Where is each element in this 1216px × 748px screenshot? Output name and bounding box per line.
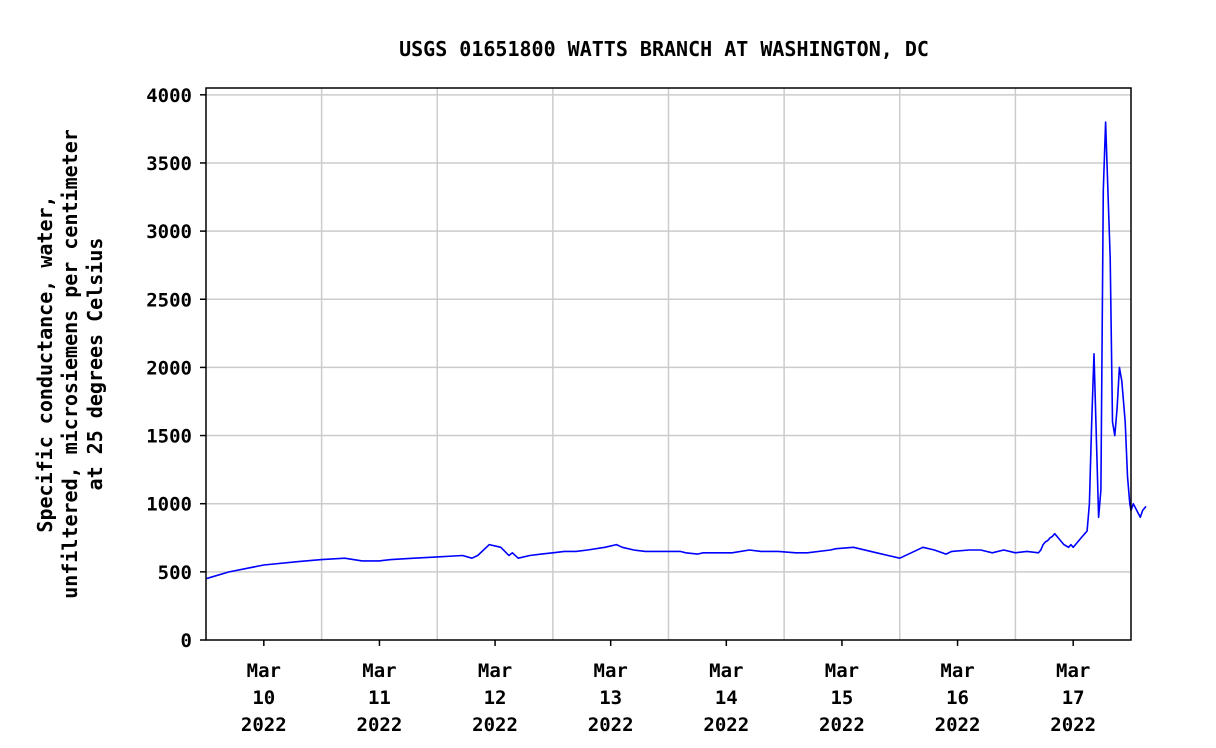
y-tick-label: 500	[158, 562, 192, 584]
x-tick-label: 17	[1062, 687, 1085, 709]
x-tick-label: Mar	[1056, 660, 1090, 682]
x-tick-label: 11	[368, 687, 391, 709]
y-axis-ticks: 0 500 1000 1500 2000 2500 3000 3500 4000	[146, 85, 206, 652]
y-tick-label: 2500	[146, 289, 192, 311]
chart-title: USGS 01651800 WATTS BRANCH AT WASHINGTON…	[399, 37, 929, 61]
y-axis-label-line-3: at 25 degrees Celsius	[83, 238, 107, 491]
x-tick-label: Mar	[247, 660, 281, 682]
x-tick-label: Mar	[940, 660, 974, 682]
y-axis-label-line-2: unfiltered, microsiemens per centimeter	[58, 129, 82, 599]
x-tick-label: Mar	[362, 660, 396, 682]
x-tick-label: 2022	[819, 714, 865, 736]
x-tick-label: 2022	[1050, 714, 1096, 736]
series-line	[205, 121, 1147, 580]
x-tick-label: Mar	[594, 660, 628, 682]
x-tick-label: Mar	[825, 660, 859, 682]
y-tick-label: 1500	[146, 426, 192, 448]
y-tick-label: 1000	[146, 494, 192, 516]
series-group	[205, 121, 1147, 580]
x-tick-label: 10	[252, 687, 275, 709]
x-tick-label: 2022	[357, 714, 403, 736]
y-tick-label: 3500	[146, 153, 192, 175]
y-axis-label-line-1: Specific conductance, water,	[33, 195, 57, 532]
x-axis-ticks: Mar 10 2022 Mar 11 2022 Mar 12 2022 Mar 13 2022 Mar 1…	[241, 640, 1096, 736]
x-tick-label: 12	[484, 687, 507, 709]
x-tick-label: 2022	[703, 714, 749, 736]
x-tick-label: 13	[599, 687, 622, 709]
x-tick-label: 14	[715, 687, 738, 709]
y-tick-label: 3000	[146, 221, 192, 243]
x-tick-label: 15	[830, 687, 853, 709]
x-tick-label: 2022	[588, 714, 634, 736]
y-tick-label: 2000	[146, 357, 192, 379]
x-tick-label: Mar	[709, 660, 743, 682]
y-tick-label: 4000	[146, 85, 192, 107]
y-axis-label: Specific conductance, water, unfiltered,…	[33, 129, 107, 599]
x-tick-label: 16	[946, 687, 969, 709]
grid-lines	[206, 88, 1131, 640]
x-tick-label: 2022	[935, 714, 981, 736]
plot-frame	[205, 87, 1132, 641]
y-tick-label: 0	[181, 630, 192, 652]
x-tick-label: 2022	[472, 714, 518, 736]
x-tick-label: Mar	[478, 660, 512, 682]
x-tick-label: 2022	[241, 714, 287, 736]
